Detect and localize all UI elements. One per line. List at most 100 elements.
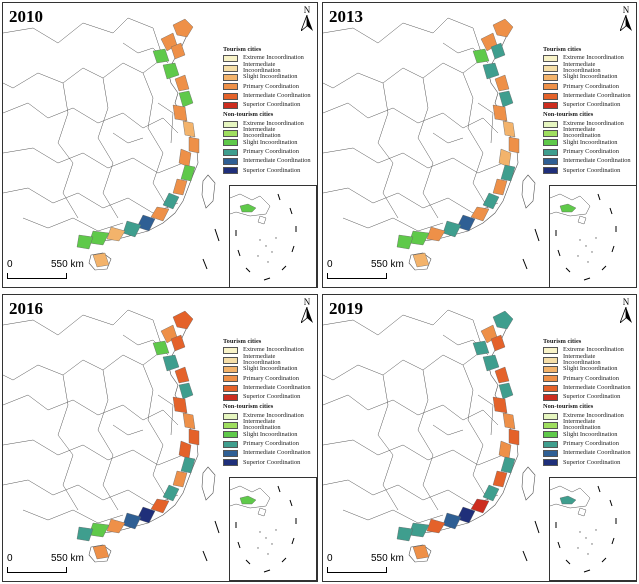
legend-swatch xyxy=(223,55,238,63)
scale-zero: 0 xyxy=(7,259,13,270)
legend-label: Superior Coordination xyxy=(243,101,301,109)
inset-map xyxy=(549,193,617,281)
legend-label: Slight Incoordination xyxy=(563,430,618,438)
taiwan-island xyxy=(521,466,536,501)
legend-swatch xyxy=(543,375,558,383)
scale-bar-line xyxy=(7,273,67,279)
map-panel-2013: 2013 N Tourism cities Extreme Incoordina… xyxy=(322,2,637,288)
legend-swatch xyxy=(543,450,558,458)
north-label: N xyxy=(622,5,630,15)
city-polygon xyxy=(150,498,170,514)
scale-bar-line xyxy=(327,567,387,573)
city-polygon xyxy=(426,226,446,242)
legend-non-tourism-title: Non-tourism cities xyxy=(543,111,594,119)
legend-swatch xyxy=(223,158,238,166)
legend-item: Intermediate Incoordination xyxy=(223,61,313,74)
legend-label: Superior Coordination xyxy=(243,458,301,466)
legend-swatch xyxy=(543,120,558,128)
legend-item: Primary Coordination xyxy=(543,148,633,157)
province-boundaries xyxy=(3,17,184,232)
city-polygon xyxy=(412,252,430,268)
legend-swatch xyxy=(223,394,238,402)
legend-tourism-title: Tourism cities xyxy=(223,46,262,53)
legend-swatch xyxy=(223,347,238,355)
north-arrow-icon xyxy=(300,14,313,33)
legend-tourism-title: Tourism cities xyxy=(543,338,582,345)
legend-label: Superior Coordination xyxy=(563,166,621,174)
legend-item: Extreme Incoordination xyxy=(223,411,313,420)
province-boundaries xyxy=(323,17,504,232)
legend-label: Superior Coordination xyxy=(243,166,301,174)
nine-dash-marks xyxy=(202,520,220,562)
city-polygon xyxy=(492,470,508,488)
city-polygon xyxy=(188,136,200,154)
city-polygon xyxy=(508,428,520,446)
legend-item: Intermediate Incoordination xyxy=(543,353,633,366)
city-polygon xyxy=(188,428,200,446)
legend-swatch xyxy=(223,412,238,420)
city-polygon xyxy=(498,382,514,400)
scale-distance: 550 km xyxy=(371,553,404,564)
legend-label: Primary Coordination xyxy=(563,82,619,90)
legend-label: Slight Incoordination xyxy=(243,138,298,146)
city-polygon xyxy=(172,396,188,414)
scale-zero: 0 xyxy=(327,259,333,270)
city-polygon xyxy=(172,470,188,488)
city-polygon xyxy=(162,62,180,80)
legend-label: Intermediate Coordination xyxy=(243,157,311,165)
legend-non-tourism-title: Non-tourism cities xyxy=(543,403,594,411)
legend-label: Intermediate Incoordination xyxy=(243,352,281,367)
city-polygon xyxy=(152,340,170,356)
north-arrow-icon xyxy=(619,306,632,325)
legend-swatch xyxy=(223,139,238,147)
city-polygon xyxy=(162,354,180,372)
city-polygon xyxy=(174,366,190,384)
legend-label: Primary Coordination xyxy=(243,82,299,90)
north-arrow-icon xyxy=(300,306,313,325)
city-polygon xyxy=(92,544,110,560)
legend-swatch xyxy=(223,421,238,429)
legend-swatch xyxy=(223,120,238,128)
legend-item: Primary Coordination xyxy=(543,440,633,449)
legend-swatch xyxy=(543,365,558,373)
south-china-sea-inset xyxy=(549,185,636,287)
inset-map xyxy=(229,193,297,281)
scale-bar: 0 550 km xyxy=(327,259,404,283)
legend-swatch xyxy=(223,356,238,364)
city-polygon xyxy=(442,220,462,238)
legend-label: Extreme Incoordination xyxy=(563,346,624,354)
legend-item: Intermediate Coordination xyxy=(223,92,313,101)
city-polygon xyxy=(498,440,512,460)
legend-item: Intermediate Incoordination xyxy=(223,126,313,139)
legend-item: Slight Incoordination xyxy=(223,430,313,439)
legend-item: Superior Coordination xyxy=(543,393,633,402)
city-polygon xyxy=(508,136,520,154)
city-polygon xyxy=(492,104,508,122)
taiwan-island xyxy=(521,174,536,209)
scale-zero: 0 xyxy=(327,553,333,564)
legend-swatch xyxy=(543,431,558,439)
city-polygon xyxy=(136,506,156,524)
legend-label: Intermediate Coordination xyxy=(243,384,311,392)
legend-swatch xyxy=(543,158,558,166)
legend-swatch xyxy=(223,450,238,458)
legend-item: Extreme Incoordination xyxy=(223,119,313,128)
city-polygon xyxy=(150,206,170,222)
taiwan-island xyxy=(201,174,216,209)
legend-label: Primary Coordination xyxy=(243,440,299,447)
legend-item: Superior Coordination xyxy=(223,166,313,175)
panel-year: 2013 xyxy=(329,7,363,26)
city-polygon xyxy=(172,178,188,196)
legend: Tourism cities Extreme Incoordination Int… xyxy=(543,337,633,468)
legend-swatch xyxy=(543,356,558,364)
coastal-city-polygons xyxy=(396,18,520,268)
legend-label: Extreme Incoordination xyxy=(243,346,304,354)
legend-non-tourism-title: Non-tourism cities xyxy=(223,111,274,119)
legend-swatch xyxy=(543,459,558,467)
inset-map xyxy=(229,485,297,573)
legend-label: Intermediate Coordination xyxy=(563,384,631,392)
city-polygon xyxy=(482,354,500,372)
scale-bar-line xyxy=(327,273,387,279)
city-polygon xyxy=(482,62,500,80)
coastal-city-polygons xyxy=(76,310,200,560)
